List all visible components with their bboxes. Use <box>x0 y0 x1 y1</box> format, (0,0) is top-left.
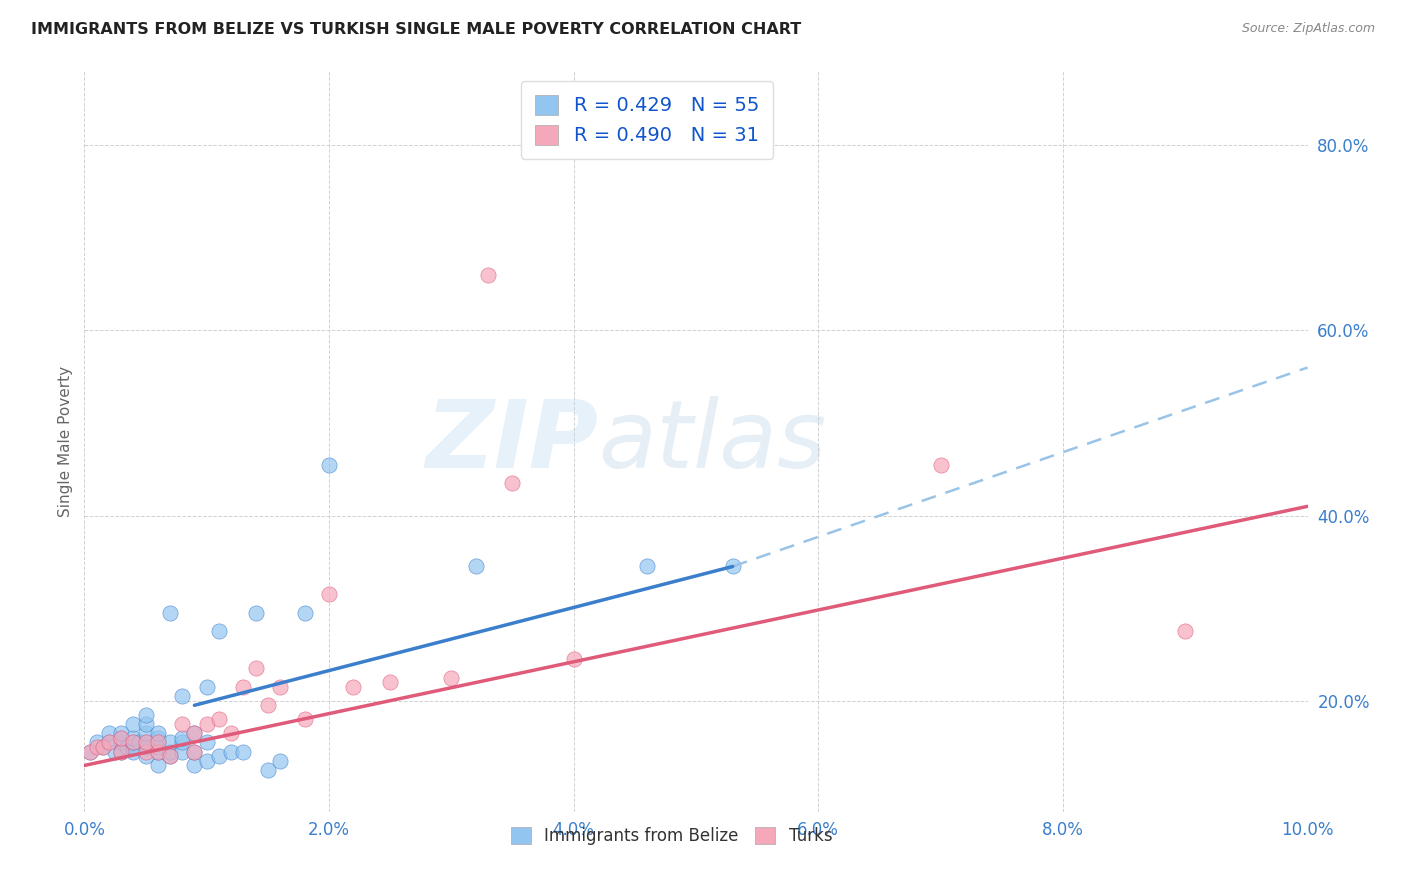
Point <box>636 559 658 574</box>
Point <box>257 763 280 777</box>
Point <box>86 739 108 754</box>
Point <box>929 458 952 472</box>
Point <box>294 606 316 620</box>
Point <box>219 726 242 740</box>
Point <box>110 731 132 745</box>
Point <box>219 745 242 759</box>
Point <box>91 739 114 754</box>
Point <box>122 745 145 759</box>
Point <box>208 749 231 764</box>
Point <box>110 726 132 740</box>
Point <box>97 735 120 749</box>
Point <box>172 735 194 749</box>
Point <box>159 745 181 759</box>
Point <box>146 735 169 749</box>
Point <box>122 735 145 749</box>
Point <box>269 680 291 694</box>
Point <box>91 739 114 754</box>
Point <box>86 735 108 749</box>
Point <box>146 745 169 759</box>
Point <box>257 698 280 713</box>
Point <box>721 559 744 574</box>
Text: Source: ZipAtlas.com: Source: ZipAtlas.com <box>1241 22 1375 36</box>
Point <box>135 739 157 754</box>
Point <box>294 712 316 726</box>
Point <box>195 716 218 731</box>
Text: ZIP: ZIP <box>425 395 598 488</box>
Point <box>245 661 267 675</box>
Point <box>122 731 145 745</box>
Point <box>318 587 340 601</box>
Point <box>135 716 157 731</box>
Point <box>172 745 194 759</box>
Point <box>232 680 254 694</box>
Point <box>232 745 254 759</box>
Point <box>183 726 205 740</box>
Point <box>115 739 138 754</box>
Point <box>380 675 402 690</box>
Point <box>110 745 132 759</box>
Point <box>502 476 524 491</box>
Point <box>195 754 218 768</box>
Point <box>146 726 169 740</box>
Point <box>159 749 181 764</box>
Point <box>159 749 181 764</box>
Point <box>562 652 585 666</box>
Point <box>135 735 157 749</box>
Text: IMMIGRANTS FROM BELIZE VS TURKISH SINGLE MALE POVERTY CORRELATION CHART: IMMIGRANTS FROM BELIZE VS TURKISH SINGLE… <box>31 22 801 37</box>
Point <box>183 758 205 772</box>
Point <box>146 758 169 772</box>
Point <box>159 735 181 749</box>
Point <box>146 745 169 759</box>
Point <box>183 745 205 759</box>
Point <box>195 735 218 749</box>
Point <box>79 745 101 759</box>
Point <box>342 680 364 694</box>
Point <box>269 754 291 768</box>
Point <box>464 559 486 574</box>
Point <box>135 749 157 764</box>
Point <box>122 716 145 731</box>
Point <box>146 731 169 745</box>
Point <box>159 606 181 620</box>
Point <box>183 745 205 759</box>
Point <box>318 458 340 472</box>
Point <box>172 689 194 703</box>
Point <box>245 606 267 620</box>
Text: atlas: atlas <box>598 396 827 487</box>
Point <box>110 731 132 745</box>
Point <box>146 739 169 754</box>
Point <box>440 671 463 685</box>
Point <box>172 716 194 731</box>
Point <box>195 680 218 694</box>
Point <box>122 735 145 749</box>
Point <box>208 712 231 726</box>
Point <box>110 735 132 749</box>
Point <box>122 739 145 754</box>
Point <box>183 726 205 740</box>
Point <box>97 735 120 749</box>
Legend: Immigrants from Belize, Turks: Immigrants from Belize, Turks <box>505 820 839 852</box>
Point <box>135 735 157 749</box>
Point <box>79 745 101 759</box>
Point <box>97 726 120 740</box>
Point <box>208 624 231 639</box>
Point <box>172 731 194 745</box>
Point <box>477 268 499 282</box>
Y-axis label: Single Male Poverty: Single Male Poverty <box>58 366 73 517</box>
Point <box>128 735 150 749</box>
Point <box>135 745 157 759</box>
Point <box>104 745 127 759</box>
Point <box>146 735 169 749</box>
Point <box>110 745 132 759</box>
Point <box>135 726 157 740</box>
Point <box>135 707 157 722</box>
Point <box>1174 624 1197 639</box>
